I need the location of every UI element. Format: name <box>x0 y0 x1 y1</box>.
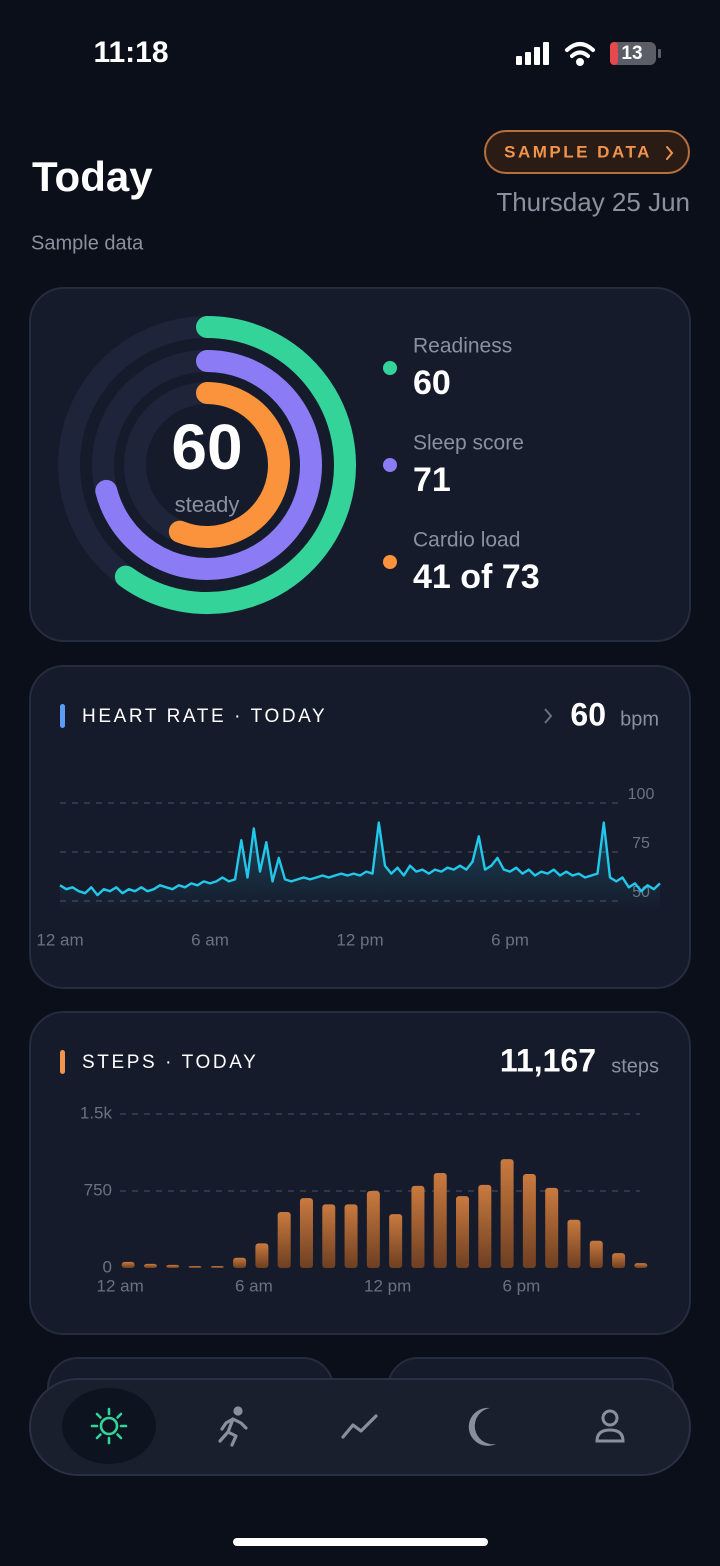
metric-value: 71 <box>413 461 451 499</box>
chevron[interactable] <box>544 708 553 724</box>
page-title: Today <box>32 153 153 200</box>
badge-frame[interactable] <box>484 130 690 174</box>
wifi-icon <box>565 42 595 66</box>
bar <box>188 1265 202 1268</box>
bar <box>322 1204 336 1268</box>
tab-profile[interactable] <box>595 1409 625 1443</box>
legend-dot <box>383 361 397 375</box>
bar <box>478 1184 492 1268</box>
sample-badge[interactable]: SAMPLE DATA <box>484 130 690 174</box>
bar <box>433 1173 447 1268</box>
x-tick-label: 6 am <box>191 930 229 949</box>
summary-card <box>29 287 691 642</box>
tab-activity[interactable] <box>218 1406 248 1447</box>
steps-chart: 0 750 1.5k 12 am 6 am 12 pm 6 pm <box>80 1103 648 1295</box>
line <box>59 821 661 897</box>
bar <box>411 1185 425 1268</box>
bar <box>500 1159 514 1268</box>
bar <box>344 1204 358 1268</box>
x-tick-label: 6 am <box>235 1276 273 1295</box>
bar <box>166 1264 180 1268</box>
battery-tip <box>658 49 661 58</box>
ring-arc <box>168 382 290 548</box>
ring-arc <box>114 316 356 614</box>
home-indicator <box>233 1538 488 1546</box>
bar <box>366 1191 380 1268</box>
y-tick-label: 75 <box>632 835 650 852</box>
center-label: steady <box>175 492 240 517</box>
x-tick-label: 12 am <box>36 930 83 949</box>
sun-icon[interactable] <box>90 1407 128 1445</box>
metric-label: Sleep score <box>413 432 524 455</box>
card-title: HEART RATE · TODAY <box>82 706 327 727</box>
bar <box>299 1198 313 1268</box>
bar <box>589 1240 603 1268</box>
metric-value: 41 of 73 <box>413 558 540 596</box>
legend-dot <box>383 458 397 472</box>
center-value: 60 <box>171 411 242 483</box>
x-tick-label: 12 pm <box>364 1276 411 1295</box>
tab-active-bg[interactable] <box>62 1388 156 1464</box>
tab-sleep[interactable] <box>468 1407 496 1446</box>
steps-total: 11,167 <box>500 1042 596 1078</box>
metric-value: 60 <box>413 364 451 402</box>
legend-dot <box>383 555 397 569</box>
bar <box>233 1257 247 1268</box>
unit: steps <box>611 1055 659 1077</box>
metric-label: Readiness <box>413 335 512 358</box>
rings <box>58 316 356 614</box>
y-tick-label: 100 <box>628 786 655 803</box>
bar <box>567 1219 581 1268</box>
y-tick-label: 750 <box>84 1180 112 1199</box>
metric-label: Cardio load <box>413 529 520 552</box>
badge-chevron[interactable] <box>666 146 674 160</box>
bar <box>612 1253 626 1268</box>
date: Thursday 25 Jun <box>496 187 690 217</box>
title-accent <box>60 704 65 728</box>
battery <box>610 42 656 65</box>
y-tick-label: 1.5k <box>80 1103 113 1122</box>
ring-arc <box>95 350 322 580</box>
bar <box>545 1187 559 1268</box>
bar <box>634 1263 648 1268</box>
bar <box>456 1196 470 1268</box>
signal-icon <box>516 42 549 65</box>
tab-trends[interactable] <box>341 1414 378 1439</box>
bar <box>389 1214 403 1268</box>
bar <box>277 1212 291 1268</box>
badge-text[interactable]: SAMPLE DATA <box>504 142 652 161</box>
status-time: 11:18 <box>93 36 168 69</box>
current-value: 60 <box>570 696 606 732</box>
battery-level <box>610 42 618 65</box>
x-tick-label: 12 am <box>97 1276 144 1295</box>
x-tick-label: 12 pm <box>336 930 383 949</box>
unit: bpm <box>620 708 659 730</box>
bar <box>522 1174 536 1268</box>
bar <box>210 1265 224 1268</box>
tab-today[interactable] <box>62 1388 156 1464</box>
battery-text: 13 <box>621 43 642 64</box>
title-accent <box>60 1050 65 1074</box>
tab-bar <box>29 1378 691 1476</box>
x-tick-label: 6 pm <box>502 1276 540 1295</box>
bar <box>143 1263 157 1268</box>
y-tick-label: 0 <box>103 1257 112 1276</box>
x-tick-label: 6 pm <box>491 930 529 949</box>
page-subtitle: Sample data <box>31 232 144 254</box>
area-fill <box>60 822 660 911</box>
bar <box>255 1243 269 1268</box>
bar <box>121 1261 135 1268</box>
card-title: STEPS · TODAY <box>82 1052 258 1073</box>
